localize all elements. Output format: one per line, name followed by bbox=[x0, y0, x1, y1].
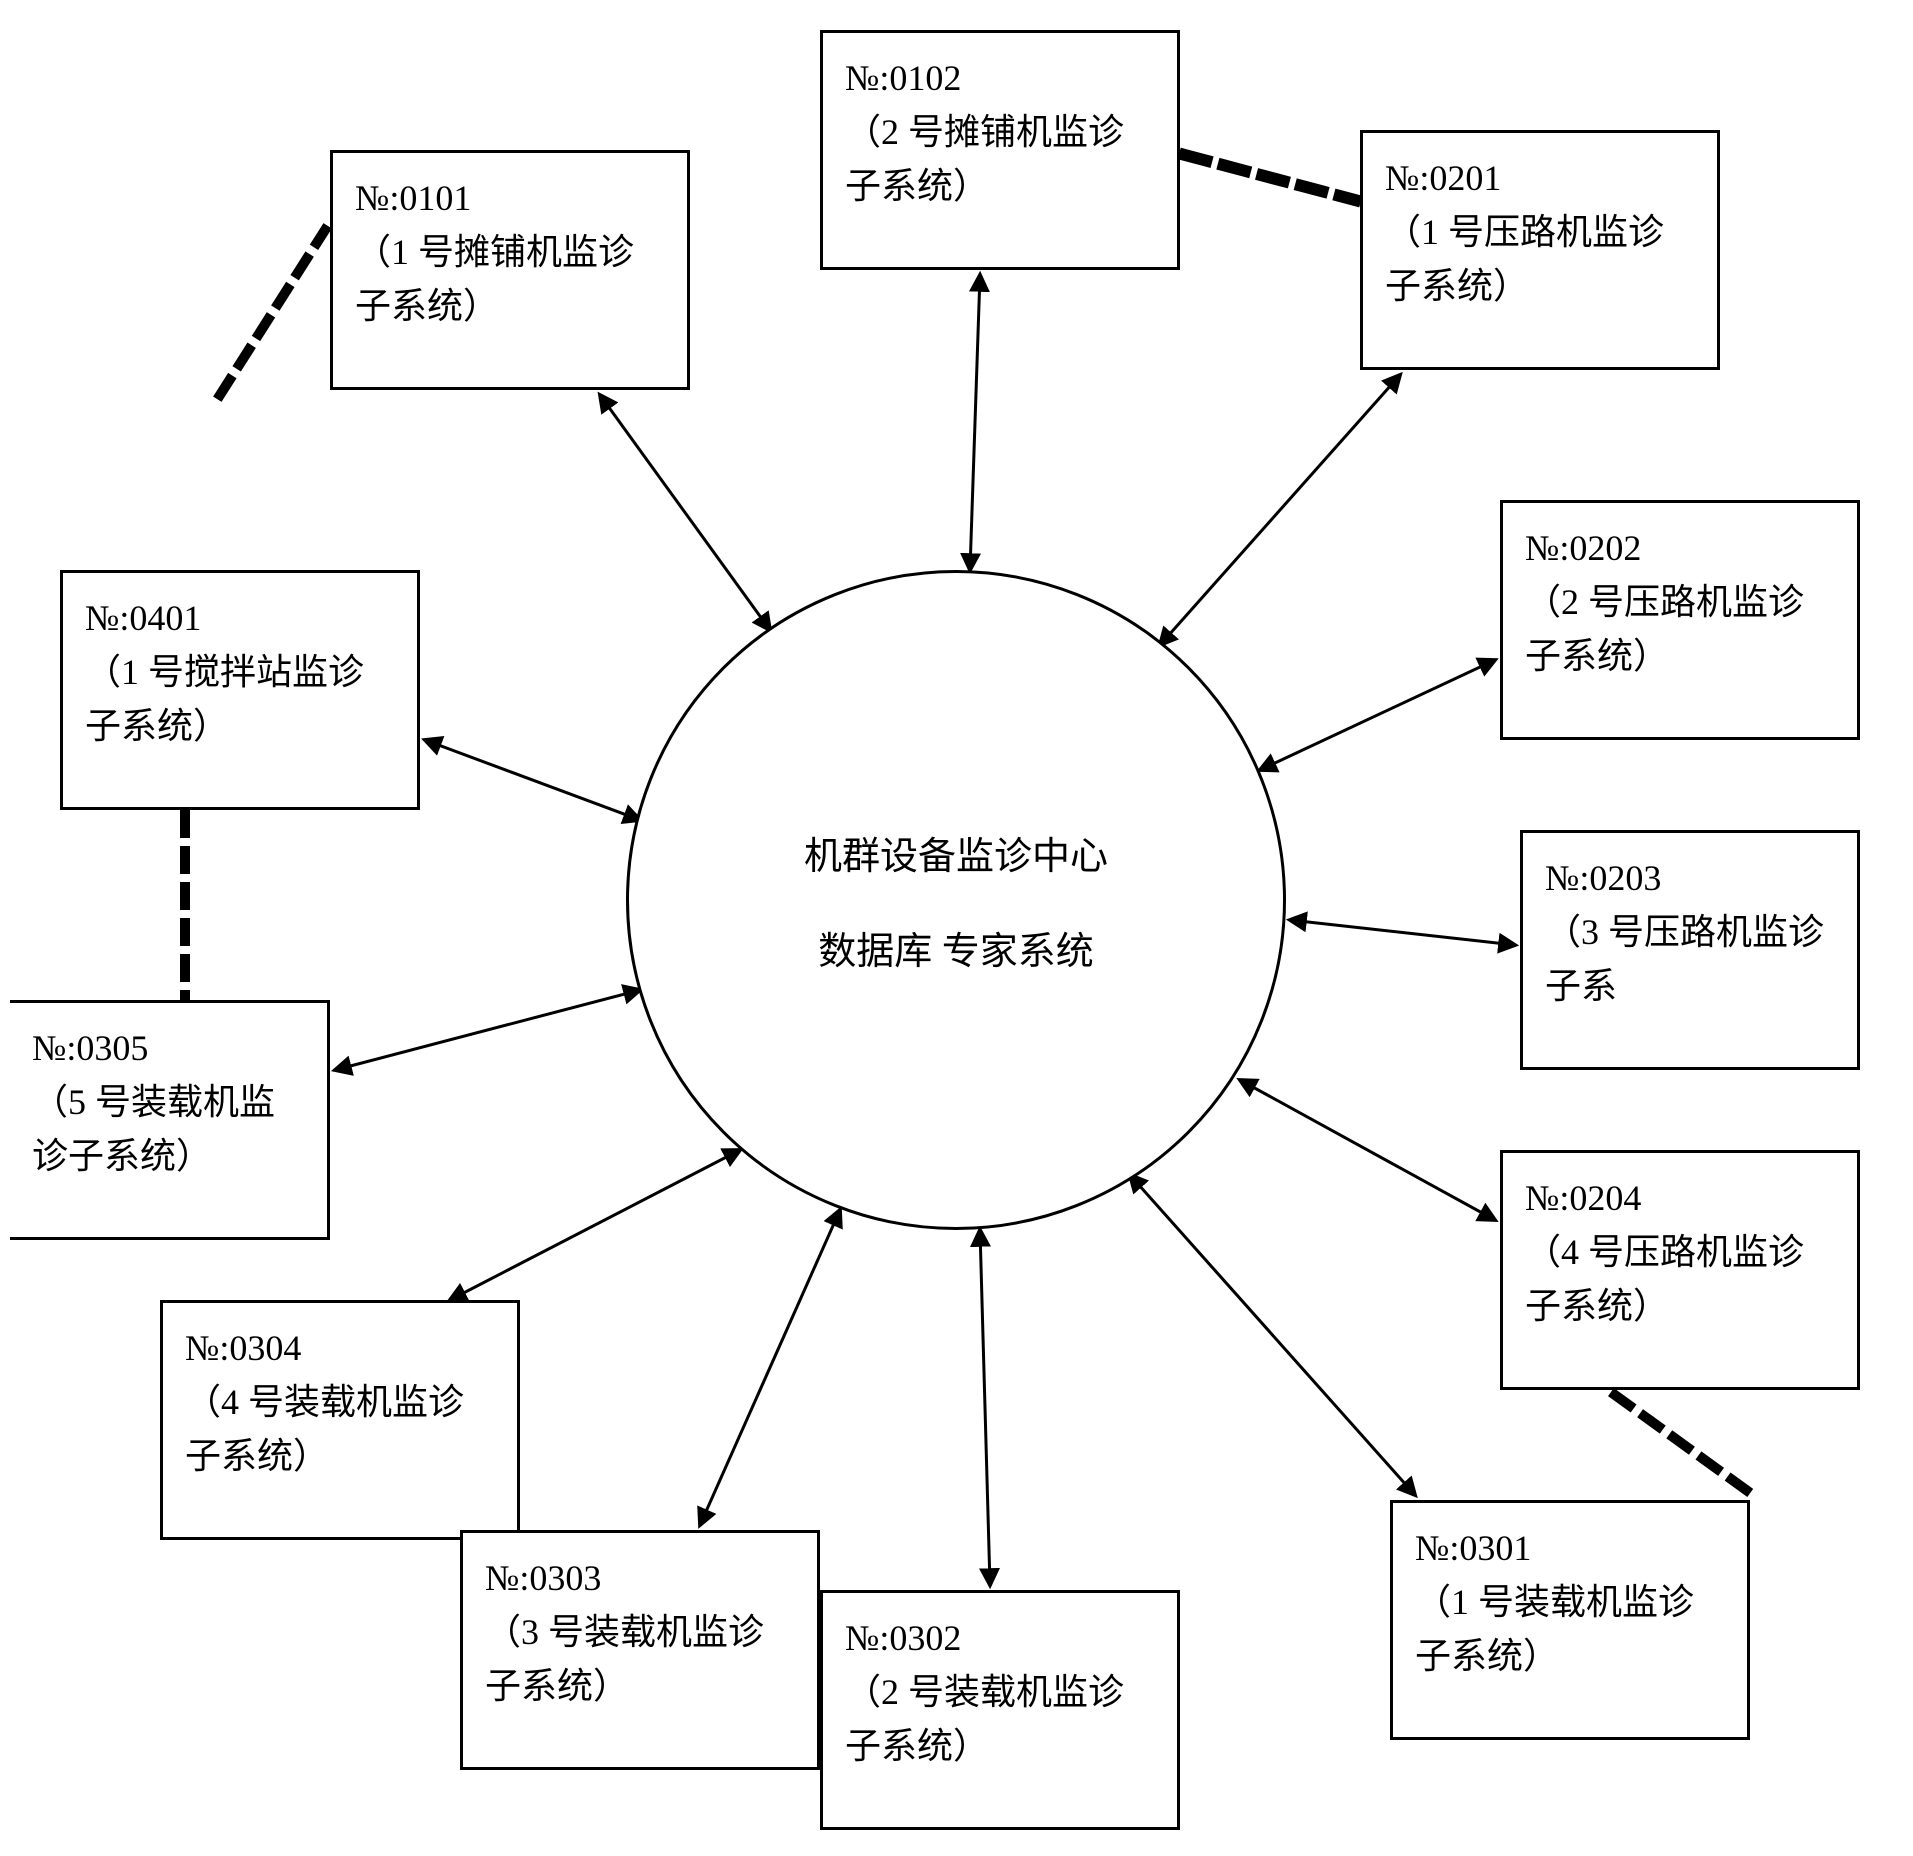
connector-arrow bbox=[450, 1150, 740, 1300]
subsystem-node: №:0204（4 号压路机监诊子系统） bbox=[1500, 1150, 1860, 1390]
continuation-dots bbox=[220, 230, 325, 395]
node-desc: （1 号搅拌站监诊子系统） bbox=[85, 645, 395, 753]
node-id: №:0203 bbox=[1545, 851, 1835, 905]
node-id: №:0304 bbox=[185, 1321, 495, 1375]
node-desc: （2 号装载机监诊子系统） bbox=[845, 1665, 1155, 1773]
subsystem-node: №:0303（3 号装载机监诊子系统） bbox=[460, 1530, 820, 1770]
node-id: №:0102 bbox=[845, 51, 1155, 105]
connector-arrow bbox=[425, 740, 640, 820]
subsystem-node: №:0101（1 号摊铺机监诊子系统） bbox=[330, 150, 690, 390]
node-desc: （4 号装载机监诊子系统） bbox=[185, 1375, 495, 1483]
continuation-dots bbox=[1185, 155, 1355, 200]
node-id: №:0301 bbox=[1415, 1521, 1725, 1575]
node-id: №:0204 bbox=[1525, 1171, 1835, 1225]
node-desc: （2 号摊铺机监诊子系统） bbox=[845, 105, 1155, 213]
node-desc: （1 号装载机监诊子系统） bbox=[1415, 1575, 1725, 1683]
connector-arrow bbox=[1240, 1080, 1495, 1220]
connector-arrow bbox=[600, 395, 770, 630]
node-id: №:0305 bbox=[32, 1021, 305, 1075]
connector-arrow bbox=[335, 990, 640, 1070]
subsystem-node: №:0401（1 号搅拌站监诊子系统） bbox=[60, 570, 420, 810]
connector-arrow bbox=[1290, 920, 1515, 945]
node-desc: （1 号摊铺机监诊子系统） bbox=[355, 225, 665, 333]
node-desc: （3 号装载机监诊子系统） bbox=[485, 1605, 795, 1713]
subsystem-node: №:0302（2 号装载机监诊子系统） bbox=[820, 1590, 1180, 1830]
subsystem-node: №:0304（4 号装载机监诊子系统） bbox=[160, 1300, 520, 1540]
connector-arrow bbox=[700, 1210, 840, 1525]
connector-arrow bbox=[980, 1230, 990, 1585]
subsystem-node: №:0102（2 号摊铺机监诊子系统） bbox=[820, 30, 1180, 270]
connector-arrow bbox=[1160, 375, 1400, 645]
node-desc: （4 号压路机监诊子系统） bbox=[1525, 1225, 1835, 1333]
node-id: №:0401 bbox=[85, 591, 395, 645]
subsystem-node: №:0202（2 号压路机监诊子系统） bbox=[1500, 500, 1860, 740]
node-id: №:0303 bbox=[485, 1551, 795, 1605]
continuation-dots bbox=[1615, 1395, 1760, 1500]
connector-arrow bbox=[1260, 660, 1495, 770]
connector-arrow bbox=[1130, 1175, 1415, 1495]
subsystem-node: №:0203（3 号压路机监诊子系 bbox=[1520, 830, 1860, 1070]
node-desc: （1 号压路机监诊子系统） bbox=[1385, 205, 1695, 313]
center-subtitle: 数据库 专家系统 bbox=[818, 920, 1094, 975]
node-id: №:0202 bbox=[1525, 521, 1835, 575]
node-id: №:0201 bbox=[1385, 151, 1695, 205]
node-desc: （3 号压路机监诊子系 bbox=[1545, 905, 1835, 1013]
subsystem-node: №:0201（1 号压路机监诊子系统） bbox=[1360, 130, 1720, 370]
subsystem-node: №:0301（1 号装载机监诊子系统） bbox=[1390, 1500, 1750, 1740]
node-id: №:0302 bbox=[845, 1611, 1155, 1665]
center-hub: 机群设备监诊中心 数据库 专家系统 bbox=[626, 570, 1286, 1230]
node-desc: （2 号压路机监诊子系统） bbox=[1525, 575, 1835, 683]
node-desc: （5 号装载机监诊子系统） bbox=[32, 1075, 305, 1183]
subsystem-node: №:0305（5 号装载机监诊子系统） bbox=[10, 1000, 330, 1240]
connector-arrow bbox=[970, 275, 980, 570]
hub-spoke-diagram: 机群设备监诊中心 数据库 专家系统 №:0102（2 号摊铺机监诊子系统）№:0… bbox=[0, 0, 1913, 1856]
node-id: №:0101 bbox=[355, 171, 665, 225]
center-title: 机群设备监诊中心 bbox=[804, 825, 1108, 880]
